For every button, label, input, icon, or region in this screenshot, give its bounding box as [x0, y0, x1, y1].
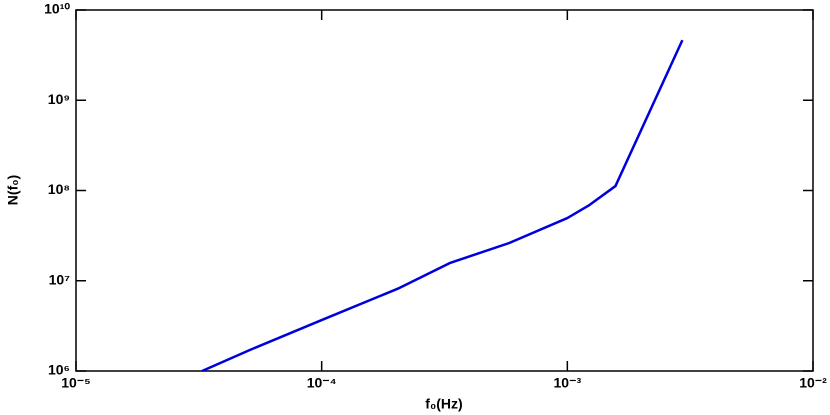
plot-frame — [75, 9, 814, 372]
x-tick-label: 10⁻⁴ — [307, 375, 337, 391]
x-axis-label: f₀(Hz) — [425, 396, 462, 412]
y-tick-label: 10⁷ — [49, 271, 71, 287]
y-tick-label: 10⁸ — [48, 181, 70, 197]
x-tick-label: 10⁻² — [799, 375, 827, 391]
line-series — [201, 39, 684, 373]
y-tick-label: 10⁹ — [48, 91, 70, 107]
y-tick-label: 10¹⁰ — [44, 1, 70, 17]
x-tick-label: 10⁻³ — [554, 375, 582, 391]
x-tick-label: 10⁻⁵ — [61, 375, 91, 391]
y-axis-label: N(f₀) — [5, 175, 21, 205]
y-tick-label: 10⁶ — [48, 362, 70, 378]
